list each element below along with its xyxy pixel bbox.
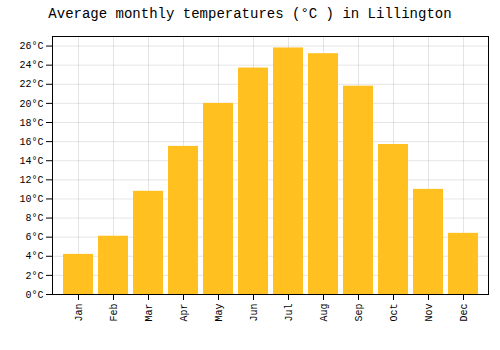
svg-text:4°C: 4°C (25, 251, 43, 262)
svg-text:Apr: Apr (179, 304, 190, 322)
svg-text:Sep: Sep (354, 304, 365, 322)
svg-text:Oct: Oct (389, 304, 400, 322)
svg-text:May: May (214, 304, 225, 322)
svg-text:20°C: 20°C (19, 99, 43, 110)
svg-text:Dec: Dec (459, 304, 470, 322)
svg-text:16°C: 16°C (19, 137, 43, 148)
svg-text:Feb: Feb (109, 304, 120, 322)
svg-text:Mar: Mar (144, 304, 155, 322)
svg-text:Jul: Jul (284, 304, 295, 322)
svg-text:18°C: 18°C (19, 118, 43, 129)
svg-text:12°C: 12°C (19, 175, 43, 186)
svg-text:6°C: 6°C (25, 232, 43, 243)
svg-text:26°C: 26°C (19, 41, 43, 52)
svg-text:Aug: Aug (319, 304, 330, 322)
svg-text:8°C: 8°C (25, 213, 43, 224)
svg-text:2°C: 2°C (25, 271, 43, 282)
svg-text:0°C: 0°C (25, 290, 43, 301)
svg-text:Jun: Jun (249, 304, 260, 322)
svg-text:10°C: 10°C (19, 194, 43, 205)
svg-text:22°C: 22°C (19, 79, 43, 90)
svg-text:14°C: 14°C (19, 156, 43, 167)
svg-text:Nov: Nov (424, 304, 435, 322)
svg-text:Jan: Jan (74, 304, 85, 322)
svg-text:24°C: 24°C (19, 60, 43, 71)
html-text:Average monthly temperatures (: Average monthly temperatures (°C ) in Li… (48, 6, 452, 22)
